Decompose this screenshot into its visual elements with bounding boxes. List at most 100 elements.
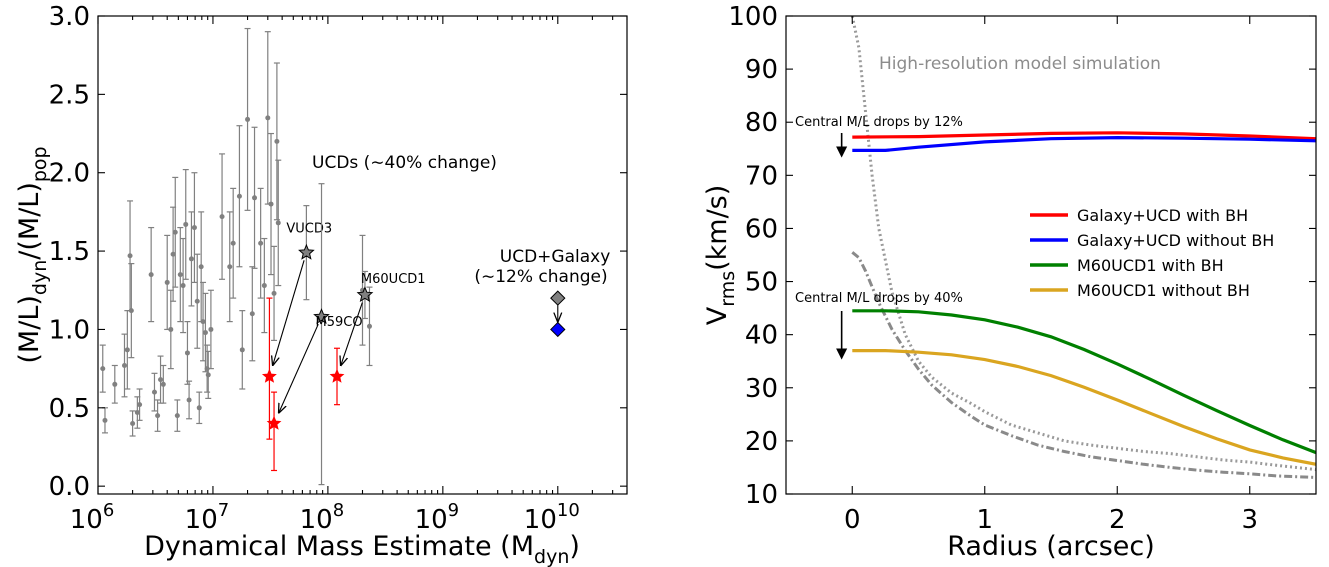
left-x-tick-label: 109	[415, 500, 460, 535]
named-object-star	[298, 243, 315, 260]
gray-point	[158, 377, 164, 383]
gray-point	[172, 229, 178, 235]
ucds-annotation: UCDs (∼40% change)	[312, 153, 497, 173]
gray-point	[128, 308, 134, 314]
right-x-tick-label: 3	[1241, 505, 1258, 535]
left-x-tick-label: 108	[300, 500, 345, 535]
gray-point	[191, 225, 197, 231]
named-object-label: M59CO	[316, 315, 363, 330]
gray-point	[236, 193, 242, 199]
gray-point	[205, 372, 211, 378]
gray-point	[168, 326, 174, 332]
left-plot-area: VUCD3 M59CO M60UCD1	[99, 27, 566, 486]
right-y-tick-label: 70	[745, 161, 778, 191]
gray-point	[274, 138, 280, 144]
tick-exponent: 6	[103, 500, 114, 521]
named-object-star	[356, 286, 374, 303]
series-line-1	[852, 131, 1316, 141]
left-x-tick-label: 107	[185, 500, 230, 535]
gray-point	[219, 214, 225, 220]
right-axes-frame	[785, 15, 1317, 495]
right-x-tick-label: 1	[976, 505, 993, 535]
ucd-galaxy-gray-diamond	[550, 290, 566, 306]
shift-arrow	[273, 260, 305, 365]
right-x-tick-label: 2	[1109, 505, 1126, 535]
legend-entry-label: Galaxy+UCD without BH	[1077, 231, 1274, 250]
corrected-red-star	[329, 368, 345, 383]
gray-point	[174, 413, 180, 419]
gray-point	[134, 410, 140, 416]
gray-point	[148, 272, 154, 278]
gray-point	[227, 264, 233, 270]
ucd-galaxy-blue-diamond	[550, 321, 566, 338]
right-plot-area	[836, 16, 1316, 479]
right-x-tick-label: 0	[844, 505, 861, 535]
left-y-tick-label: 3.0	[49, 2, 90, 32]
right-y-tick-label: 100	[728, 2, 778, 32]
simulation-annotation: High-resolution model simulation	[879, 54, 1161, 74]
gray-point	[252, 195, 258, 201]
tick-exponent: 7	[218, 500, 229, 521]
gray-point	[268, 201, 274, 207]
simulation-dashdot-curve	[851, 251, 1316, 479]
gray-point	[137, 402, 143, 408]
gray-point	[186, 397, 192, 403]
left-x-tick-label: 106	[70, 500, 115, 535]
left-y-tick-label: 2.0	[49, 159, 90, 189]
left-y-tick-label: 2.5	[49, 80, 90, 110]
right-y-tick-label: 30	[745, 374, 778, 404]
gray-point	[160, 381, 166, 387]
drop-12-annotation: Central M/L drops by 12%	[795, 115, 963, 130]
named-object-label: VUCD3	[286, 222, 332, 237]
tick-base: 10	[185, 505, 218, 535]
gray-point	[164, 279, 170, 285]
named-object-star	[313, 308, 330, 325]
gray-point	[121, 362, 127, 368]
gray-point	[202, 330, 208, 336]
gray-point	[245, 116, 251, 122]
tick-base: 10	[300, 505, 333, 535]
legend: Galaxy+UCD with BH Galaxy+UCD without BH M…	[1030, 206, 1274, 300]
series-line-2	[852, 135, 1316, 152]
left-y-tick-label: 1.5	[49, 237, 90, 267]
tick-exponent: 10	[557, 500, 580, 521]
tick-base: 10	[70, 505, 103, 535]
tick-exponent: 9	[448, 500, 459, 521]
right-panel: 10 20 30 40 50 60 70 80 90 100 0 1 2 3 High-resolutio…	[702, 2, 1317, 562]
gray-point	[208, 326, 214, 332]
right-y-tick-label: 40	[745, 321, 778, 351]
gray-point	[249, 311, 255, 317]
gray-point	[127, 253, 133, 259]
gray-point	[180, 283, 186, 289]
simulation-dotted-curve	[850, 16, 1316, 472]
left-y-tick-label: 0.5	[49, 394, 90, 424]
gray-point	[366, 323, 372, 329]
gray-point	[196, 405, 202, 411]
corrected-red-star	[266, 415, 282, 430]
right-x-axis-label: Radius (arcsec)	[947, 531, 1155, 562]
corrected-red-star	[261, 368, 277, 383]
gray-point	[230, 240, 236, 246]
right-y-tick-label: 10	[745, 480, 778, 510]
named-object-label: M60UCD1	[361, 272, 426, 287]
shift-arrow	[341, 302, 363, 366]
gray-point	[184, 350, 190, 356]
gray-point	[258, 240, 264, 246]
gray-point	[261, 283, 267, 289]
gray-point	[100, 366, 106, 372]
right-y-axis-label: Vrms(km/s)	[702, 185, 739, 326]
gray-point	[271, 290, 277, 296]
right-ticks: 10 20 30 40 50 60 70 80 90 100 0 1 2 3	[728, 2, 1316, 535]
ucd-galaxy-label-1: UCD+Galaxy	[500, 247, 611, 267]
gray-point	[170, 251, 176, 257]
gray-point	[155, 413, 161, 419]
ucd-galaxy-label-2: (∼12% change)	[474, 267, 607, 287]
tick-exponent: 8	[333, 500, 344, 521]
right-y-tick-label: 20	[745, 427, 778, 457]
gray-point	[275, 220, 281, 226]
gray-point	[102, 417, 108, 423]
gray-point	[239, 347, 245, 353]
gray-point	[124, 347, 130, 353]
